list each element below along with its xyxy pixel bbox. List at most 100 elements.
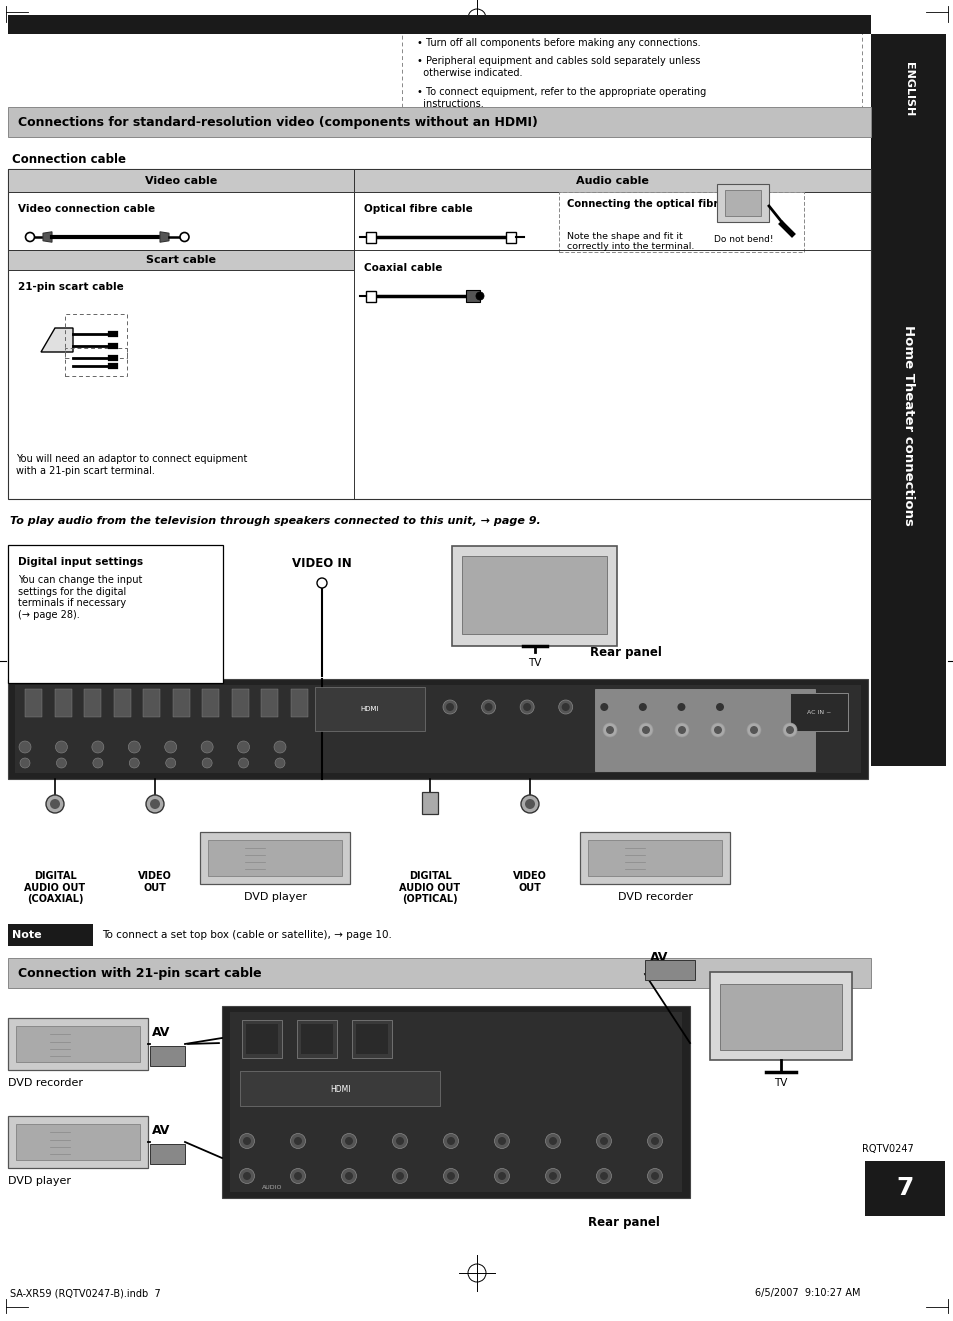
Circle shape	[596, 1169, 611, 1184]
Bar	[724, 190, 760, 217]
Bar	[242, 1020, 282, 1058]
Bar	[172, 690, 190, 717]
Circle shape	[548, 1137, 557, 1145]
Text: SA-XR59 (RQTV0247-B).indb  7: SA-XR59 (RQTV0247-B).indb 7	[10, 1288, 161, 1299]
Bar	[465, 291, 479, 303]
Text: Scart cable: Scart cable	[146, 255, 215, 266]
Bar	[16, 1124, 140, 1160]
Text: DVD player: DVD player	[243, 892, 306, 902]
Bar	[301, 1024, 333, 1054]
Circle shape	[447, 1172, 455, 1180]
Bar	[230, 1012, 681, 1192]
Bar	[291, 690, 308, 717]
Text: VIDEO IN: VIDEO IN	[292, 556, 352, 569]
Text: Rear panel: Rear panel	[589, 646, 661, 659]
Circle shape	[782, 723, 796, 737]
Bar	[461, 556, 606, 634]
Bar	[366, 291, 375, 301]
Bar	[150, 1144, 185, 1164]
Circle shape	[130, 758, 139, 768]
Circle shape	[243, 1137, 251, 1145]
Circle shape	[647, 1133, 661, 1148]
Circle shape	[294, 1137, 302, 1145]
Text: Optical fibre cable: Optical fibre cable	[364, 203, 473, 214]
Bar	[15, 686, 861, 773]
Circle shape	[443, 1169, 458, 1184]
Circle shape	[520, 795, 538, 812]
Bar	[789, 694, 847, 731]
Circle shape	[596, 1133, 611, 1148]
Circle shape	[92, 758, 103, 768]
Text: • To connect equipment, refer to the appropriate operating
  instructions.: • To connect equipment, refer to the app…	[416, 87, 705, 108]
Circle shape	[165, 741, 176, 753]
Text: ENGLISH: ENGLISH	[902, 62, 913, 116]
Text: Do not bend!: Do not bend!	[713, 235, 773, 244]
Bar	[595, 690, 814, 771]
Bar	[232, 690, 249, 717]
Bar	[65, 314, 127, 358]
Circle shape	[481, 700, 495, 713]
Circle shape	[545, 1133, 560, 1148]
Text: HDMI: HDMI	[330, 1085, 350, 1094]
Circle shape	[447, 1137, 455, 1145]
Text: To play audio from the television through speakers connected to this unit, → pag: To play audio from the television throug…	[10, 517, 540, 526]
Bar	[246, 1024, 277, 1054]
Bar	[354, 169, 870, 192]
Text: Audio cable: Audio cable	[576, 176, 648, 185]
Circle shape	[55, 741, 68, 753]
Circle shape	[548, 1172, 557, 1180]
Circle shape	[519, 700, 534, 713]
Bar	[864, 1161, 944, 1217]
Bar	[870, 34, 945, 766]
Bar	[352, 1020, 392, 1058]
Bar	[8, 1018, 148, 1070]
Circle shape	[641, 727, 649, 734]
Text: AV: AV	[152, 1123, 171, 1136]
Text: VIDEO
OUT: VIDEO OUT	[513, 871, 546, 893]
Circle shape	[146, 795, 164, 812]
Circle shape	[522, 703, 531, 711]
Circle shape	[494, 1169, 509, 1184]
Circle shape	[291, 1133, 305, 1148]
Circle shape	[392, 1133, 407, 1148]
Circle shape	[316, 579, 327, 588]
Text: DIGITAL
AUDIO OUT
(COAXIAL): DIGITAL AUDIO OUT (COAXIAL)	[25, 871, 86, 904]
Circle shape	[243, 1172, 251, 1180]
Polygon shape	[41, 328, 73, 351]
Circle shape	[605, 727, 614, 734]
Polygon shape	[160, 231, 169, 242]
Circle shape	[599, 703, 608, 711]
Text: You will need an adaptor to connect equipment
with a 21-pin scart terminal.: You will need an adaptor to connect equi…	[16, 454, 247, 476]
Bar	[150, 1046, 185, 1066]
Circle shape	[128, 741, 140, 753]
Circle shape	[238, 758, 249, 768]
Text: Note: Note	[12, 930, 42, 941]
Circle shape	[91, 741, 104, 753]
Circle shape	[442, 700, 456, 713]
Text: RQTV0247: RQTV0247	[862, 1144, 913, 1155]
Bar	[314, 687, 424, 731]
Bar	[296, 1020, 336, 1058]
Bar	[350, 690, 367, 717]
Circle shape	[678, 727, 685, 734]
Text: • Turn off all components before making any connections.: • Turn off all components before making …	[416, 38, 700, 48]
Bar	[8, 1116, 148, 1168]
Circle shape	[237, 741, 250, 753]
Text: 6/5/2007  9:10:27 AM: 6/5/2007 9:10:27 AM	[754, 1288, 860, 1299]
Text: DIGITAL
AUDIO OUT
(OPTICAL): DIGITAL AUDIO OUT (OPTICAL)	[399, 871, 460, 904]
Bar	[8, 958, 870, 988]
Bar	[579, 832, 729, 884]
Circle shape	[484, 703, 492, 711]
Circle shape	[26, 232, 34, 242]
Bar	[208, 840, 341, 876]
Circle shape	[150, 799, 160, 808]
Bar	[8, 546, 223, 683]
Bar	[84, 690, 101, 717]
Circle shape	[180, 232, 189, 242]
Circle shape	[20, 758, 30, 768]
Circle shape	[713, 727, 721, 734]
Circle shape	[395, 1137, 403, 1145]
Text: VIDEO
OUT: VIDEO OUT	[138, 871, 172, 893]
Bar	[8, 169, 354, 192]
Circle shape	[545, 1169, 560, 1184]
